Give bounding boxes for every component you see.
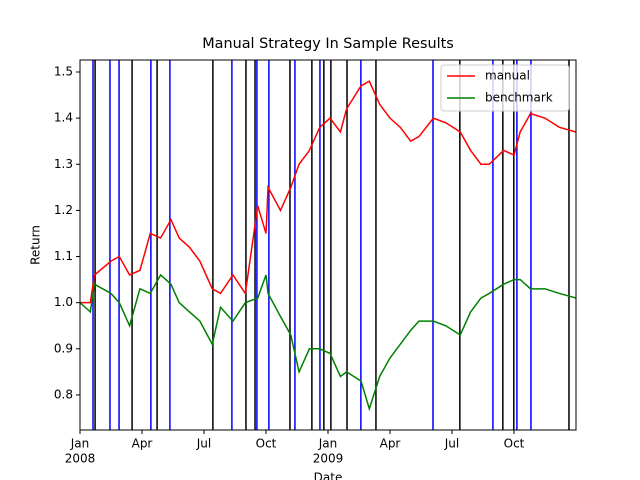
x-year-label: 2009: [313, 452, 344, 466]
x-tick-label: Oct: [256, 437, 277, 451]
y-tick-label: 1.5: [54, 64, 73, 78]
x-year-label: 2008: [65, 452, 96, 466]
legend-label: benchmark: [485, 91, 553, 105]
x-tick-label: Oct: [504, 437, 525, 451]
x-tick-label: Apr: [132, 437, 153, 451]
x-tick-label: Jul: [196, 437, 211, 451]
x-tick-label: Apr: [380, 437, 401, 451]
x-axis-label: Date: [314, 471, 343, 480]
y-tick-label: 1.2: [54, 203, 73, 217]
y-axis-label: Return: [29, 225, 43, 265]
x-tick-label: Jan: [70, 437, 90, 451]
y-tick-label: 0.9: [54, 341, 73, 355]
y-tick-label: 1.3: [54, 157, 73, 171]
series-line: [80, 80, 576, 304]
y-tick-label: 1.1: [54, 249, 73, 263]
legend-label: manual: [485, 69, 530, 83]
y-tick-label: 1.0: [54, 295, 73, 309]
x-tick-label: Jan: [318, 437, 338, 451]
chart-title: Manual Strategy In Sample Results: [202, 36, 454, 52]
x-tick-label: Jul: [444, 437, 459, 451]
y-tick-label: 0.8: [54, 387, 73, 401]
series-line: [80, 273, 576, 412]
y-tick-label: 1.4: [54, 111, 73, 125]
